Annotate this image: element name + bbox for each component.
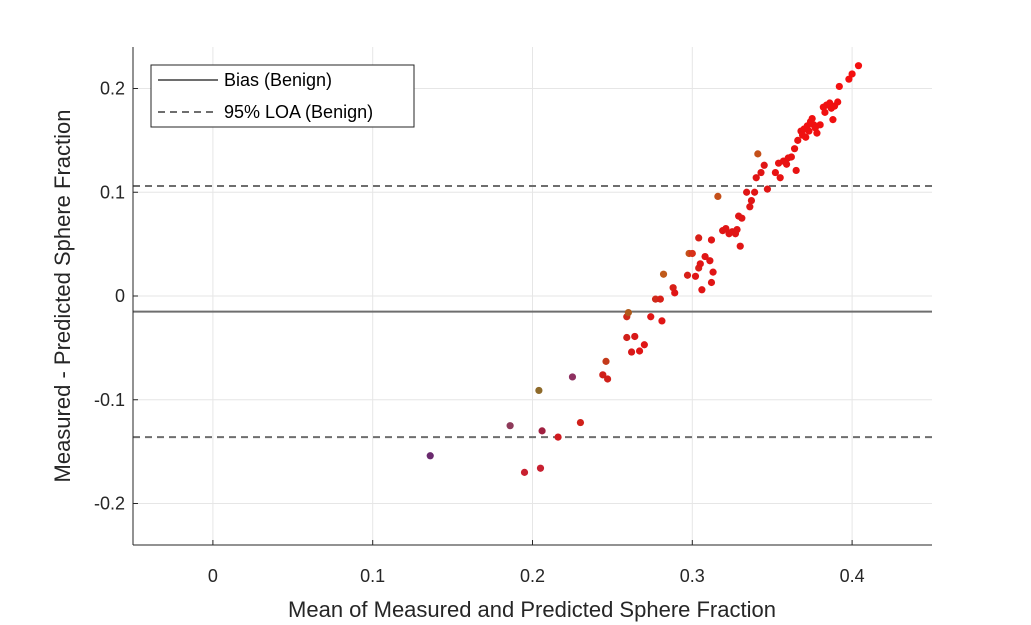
data-point [604, 375, 612, 383]
data-point [757, 168, 765, 177]
x-tick-label: 0.2 [520, 566, 545, 586]
data-point [599, 371, 607, 379]
data-point [658, 317, 666, 325]
data-point [771, 168, 779, 177]
data-point [688, 249, 696, 258]
data-point [695, 234, 703, 242]
data-point [760, 161, 768, 169]
data-point [821, 108, 829, 116]
data-point [538, 427, 546, 435]
data-point [829, 116, 837, 124]
data-point [787, 153, 795, 161]
data-point [763, 185, 772, 193]
data-point [698, 286, 706, 294]
data-point [722, 224, 730, 233]
data-point [627, 348, 636, 356]
data-point [776, 174, 784, 182]
data-point [802, 133, 810, 141]
data-point [792, 166, 800, 175]
data-point [506, 422, 514, 430]
data-point [747, 196, 756, 205]
data-point [835, 82, 843, 91]
y-tick-label: 0 [115, 286, 125, 306]
data-point [782, 160, 791, 168]
data-point [706, 257, 714, 265]
data-point [520, 468, 529, 476]
y-tick-label: -0.2 [94, 494, 125, 514]
y-ticks: 0.2 0.1 0 -0.1 -0.2 [94, 79, 138, 514]
data-point [738, 214, 746, 222]
data-point [848, 70, 856, 78]
data-point [535, 386, 543, 395]
data-point [790, 145, 799, 153]
data-point [707, 278, 716, 287]
data-point [659, 270, 668, 278]
data-point [816, 121, 824, 129]
data-point [854, 62, 863, 70]
data-point [845, 75, 853, 83]
data-point [736, 242, 744, 250]
data-point [751, 188, 759, 196]
data-point [635, 347, 644, 355]
data-point [752, 174, 760, 182]
data-point [808, 114, 816, 123]
data-point [746, 203, 754, 211]
reference-lines [133, 185, 932, 439]
data-point [536, 464, 545, 472]
y-tick-label: 0.1 [100, 182, 125, 202]
data-point [733, 226, 741, 234]
x-tick-label: 0.3 [680, 566, 705, 586]
x-tick-label: 0.1 [360, 566, 385, 586]
data-point [691, 272, 700, 280]
data-point [794, 136, 802, 144]
grid [133, 47, 932, 545]
data-point [602, 357, 610, 365]
data-point [624, 309, 632, 317]
data-point [805, 127, 813, 135]
data-point [714, 192, 722, 200]
data-point [671, 289, 679, 297]
data-point [631, 332, 639, 341]
data-point [640, 341, 648, 349]
legend-label-bias: Bias (Benign) [224, 70, 332, 90]
legend-label-loa: 95% LOA (Benign) [224, 102, 373, 122]
x-tick-label: 0 [208, 566, 218, 586]
data-point [647, 313, 655, 321]
data-point [696, 260, 704, 268]
data-point [709, 268, 717, 276]
data-point [576, 418, 585, 427]
data-point [701, 252, 709, 261]
data-point [754, 150, 762, 158]
x-tick-label: 0.4 [840, 566, 865, 586]
data-point [554, 433, 562, 441]
legend-box [150, 64, 415, 128]
x-axis-label: Mean of Measured and Predicted Sphere Fr… [288, 597, 776, 622]
data-point [743, 188, 751, 196]
y-tick-label: 0.2 [100, 79, 125, 99]
data-point [426, 452, 434, 460]
data-point [656, 295, 664, 303]
data-point [568, 373, 577, 381]
data-point [623, 333, 631, 342]
data-point [683, 271, 692, 279]
x-ticks: 0 0.1 0.2 0.3 0.4 [208, 540, 865, 586]
scatter-points [426, 62, 863, 476]
legend: Bias (Benign) 95% LOA (Benign) [150, 64, 415, 128]
data-point [707, 236, 716, 244]
data-point [834, 98, 842, 106]
y-axis-label: Measured - Predicted Sphere Fraction [50, 110, 75, 483]
data-point [813, 129, 821, 137]
y-tick-label: -0.1 [94, 390, 125, 410]
